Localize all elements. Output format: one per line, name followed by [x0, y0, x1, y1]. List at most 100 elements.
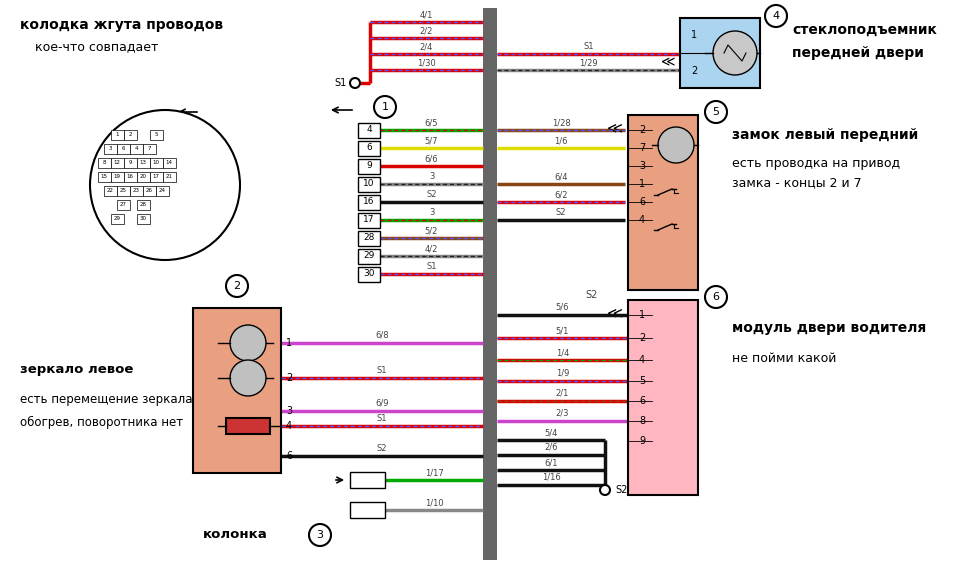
- FancyBboxPatch shape: [162, 172, 176, 182]
- Text: 5/6: 5/6: [556, 303, 569, 312]
- FancyBboxPatch shape: [628, 300, 698, 495]
- Text: 6/2: 6/2: [554, 190, 567, 199]
- Circle shape: [705, 101, 727, 123]
- Text: 8: 8: [639, 416, 645, 426]
- Text: 2/2: 2/2: [420, 26, 433, 35]
- Circle shape: [658, 127, 694, 163]
- Text: 1: 1: [691, 31, 697, 40]
- Text: 17: 17: [153, 174, 159, 180]
- Text: 1/28: 1/28: [552, 118, 570, 127]
- Text: 5: 5: [712, 107, 719, 117]
- FancyBboxPatch shape: [162, 158, 176, 168]
- Text: 29: 29: [113, 217, 121, 222]
- Text: зеркало левое: зеркало левое: [20, 364, 133, 377]
- FancyBboxPatch shape: [136, 200, 150, 210]
- Text: 28: 28: [139, 202, 147, 207]
- Text: 2/6: 2/6: [544, 443, 558, 452]
- Text: 1/17: 1/17: [424, 468, 444, 477]
- Text: 17: 17: [363, 215, 374, 225]
- Text: S1: S1: [335, 78, 347, 88]
- Text: 1/30: 1/30: [418, 58, 436, 67]
- FancyBboxPatch shape: [680, 18, 760, 88]
- Text: S1: S1: [426, 262, 437, 271]
- Text: не пойми какой: не пойми какой: [732, 352, 836, 364]
- Text: 27: 27: [120, 202, 127, 207]
- Circle shape: [230, 325, 266, 361]
- FancyBboxPatch shape: [628, 115, 698, 290]
- FancyBboxPatch shape: [104, 144, 117, 154]
- Text: 9: 9: [366, 161, 372, 170]
- Text: 3: 3: [286, 406, 292, 416]
- FancyBboxPatch shape: [150, 130, 162, 140]
- Text: 5: 5: [155, 132, 157, 137]
- Text: 26: 26: [146, 189, 153, 193]
- Text: 1/29: 1/29: [579, 58, 598, 67]
- Circle shape: [765, 5, 787, 27]
- Text: 4: 4: [366, 125, 372, 135]
- FancyBboxPatch shape: [358, 177, 380, 192]
- FancyBboxPatch shape: [150, 172, 162, 182]
- Text: 2: 2: [691, 66, 697, 75]
- Text: 7: 7: [148, 146, 152, 152]
- Text: ≪: ≪: [660, 55, 675, 69]
- Text: 6: 6: [122, 146, 125, 152]
- FancyBboxPatch shape: [193, 308, 281, 473]
- FancyBboxPatch shape: [117, 144, 130, 154]
- FancyBboxPatch shape: [136, 172, 150, 182]
- Text: 4/1: 4/1: [420, 10, 433, 19]
- Text: S1: S1: [584, 42, 593, 51]
- Text: 2: 2: [638, 125, 645, 135]
- Text: 14: 14: [165, 161, 173, 165]
- Text: 6/9: 6/9: [375, 399, 389, 408]
- Text: 6: 6: [712, 292, 719, 302]
- Text: 4: 4: [134, 146, 138, 152]
- Text: 5/4: 5/4: [544, 428, 558, 437]
- Text: 24: 24: [159, 189, 166, 193]
- FancyBboxPatch shape: [136, 158, 150, 168]
- Text: 9: 9: [639, 436, 645, 446]
- FancyBboxPatch shape: [350, 502, 385, 518]
- Text: 1/16: 1/16: [541, 473, 561, 482]
- Circle shape: [374, 96, 396, 118]
- Text: 20: 20: [139, 174, 147, 180]
- Text: обогрев, поворотника нет: обогрев, поворотника нет: [20, 416, 183, 429]
- Text: 1/9: 1/9: [556, 369, 569, 378]
- Text: 1/10: 1/10: [424, 498, 444, 507]
- Text: 4/2: 4/2: [425, 244, 438, 253]
- Text: 8: 8: [103, 161, 106, 165]
- Circle shape: [600, 485, 610, 495]
- FancyBboxPatch shape: [358, 159, 380, 174]
- Text: 28: 28: [363, 234, 374, 242]
- FancyBboxPatch shape: [156, 186, 169, 196]
- Text: 9: 9: [129, 161, 132, 165]
- FancyBboxPatch shape: [358, 141, 380, 156]
- FancyBboxPatch shape: [110, 130, 124, 140]
- Text: 22: 22: [107, 189, 114, 193]
- Text: 2: 2: [638, 333, 645, 343]
- Text: 7: 7: [638, 143, 645, 153]
- Text: 6/4: 6/4: [554, 172, 567, 181]
- Text: 4: 4: [286, 421, 292, 431]
- FancyBboxPatch shape: [124, 172, 136, 182]
- Text: замка - концы 2 и 7: замка - концы 2 и 7: [732, 177, 862, 189]
- Text: 3: 3: [639, 161, 645, 171]
- FancyBboxPatch shape: [150, 158, 162, 168]
- FancyBboxPatch shape: [110, 158, 124, 168]
- Text: 10: 10: [153, 161, 159, 165]
- Circle shape: [230, 360, 266, 396]
- Text: 15: 15: [101, 174, 108, 180]
- Text: 6/5: 6/5: [424, 118, 439, 127]
- Text: 4: 4: [639, 215, 645, 225]
- Text: 1/4: 1/4: [556, 348, 569, 357]
- Text: 5: 5: [638, 376, 645, 386]
- FancyBboxPatch shape: [143, 144, 156, 154]
- Text: 16: 16: [127, 174, 133, 180]
- Text: 21: 21: [165, 174, 173, 180]
- Text: 5/1: 5/1: [556, 326, 569, 335]
- FancyBboxPatch shape: [358, 123, 380, 138]
- Text: передней двери: передней двери: [792, 46, 924, 60]
- Text: 4: 4: [773, 11, 780, 21]
- Text: 6: 6: [639, 197, 645, 207]
- Text: S2: S2: [376, 444, 387, 453]
- Text: S2: S2: [556, 208, 566, 217]
